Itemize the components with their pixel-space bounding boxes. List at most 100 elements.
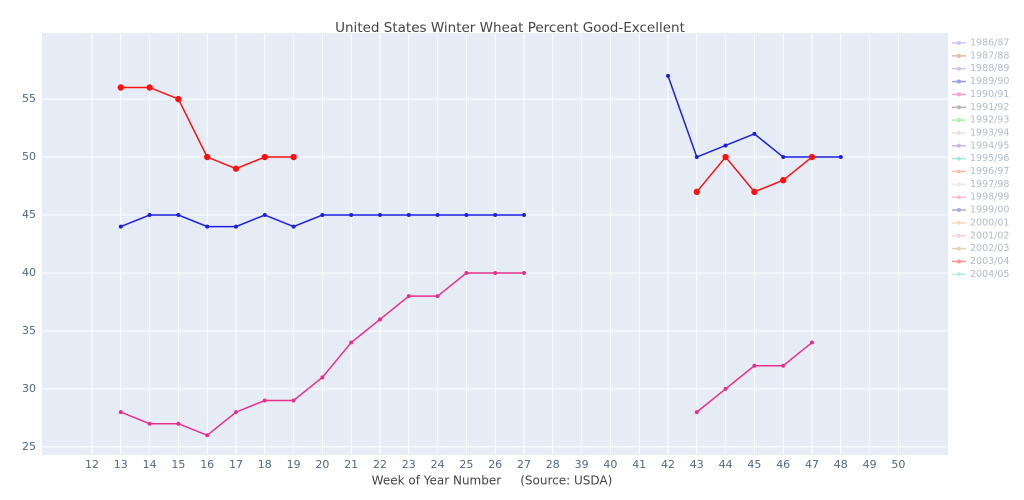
y-tick-label: 45 <box>22 208 36 221</box>
legend-label: 1997/98 <box>970 179 1009 190</box>
point <box>435 294 440 299</box>
point <box>752 363 757 368</box>
point <box>205 433 210 438</box>
x-tick-label: 43 <box>690 458 704 471</box>
legend-item: 1989/90 <box>952 76 1009 87</box>
point <box>290 153 297 161</box>
legend-label: 1993/94 <box>970 127 1009 138</box>
x-tick-label: 39 <box>575 458 589 471</box>
x-tick-label: 48 <box>834 458 848 471</box>
legend-marker <box>957 208 961 213</box>
point <box>666 73 670 78</box>
point <box>261 153 268 161</box>
legend-marker <box>957 195 961 200</box>
legend-marker <box>957 156 961 161</box>
legend-label: 1986/87 <box>970 38 1009 49</box>
x-tick-label: 45 <box>747 458 761 471</box>
legend-label: 1998/99 <box>970 192 1009 203</box>
legend-marker <box>957 259 961 264</box>
y-tick-label: 40 <box>22 266 36 279</box>
legend-label: 1995/96 <box>970 153 1009 164</box>
point <box>780 177 787 184</box>
legend-label: 2004/05 <box>970 269 1009 280</box>
point <box>262 213 267 218</box>
x-tick-label: 22 <box>373 458 387 471</box>
point <box>118 224 123 229</box>
legend-marker <box>957 53 961 58</box>
point <box>320 213 325 218</box>
point <box>406 213 411 218</box>
legend-marker <box>957 246 961 251</box>
legend-item: 1994/95 <box>952 140 1009 151</box>
point <box>722 153 729 161</box>
legend-label: 1991/92 <box>970 102 1009 113</box>
legend-marker <box>957 233 961 238</box>
legend-marker <box>957 220 961 225</box>
legend-item: 1999/00 <box>952 205 1009 216</box>
point <box>147 213 152 218</box>
x-tick-label: 41 <box>632 458 646 471</box>
point <box>694 410 699 415</box>
point <box>781 155 786 160</box>
point <box>117 84 125 91</box>
x-tick-label: 50 <box>891 458 905 471</box>
legend-item: 1992/93 <box>952 115 1009 126</box>
legend-label: 1994/95 <box>970 140 1009 151</box>
chart-title: United States Winter Wheat Percent Good-… <box>335 20 685 36</box>
point <box>694 155 699 160</box>
legend-label: 1996/97 <box>970 166 1009 177</box>
point <box>205 224 210 229</box>
legend-label: 2000/01 <box>970 217 1009 228</box>
legend-marker <box>957 169 961 174</box>
x-tick-label: 42 <box>661 458 675 471</box>
x-tick-label: 27 <box>517 458 531 471</box>
point <box>320 375 325 380</box>
x-tick-label: 14 <box>143 458 157 471</box>
point <box>378 317 382 322</box>
legend-marker <box>957 79 961 84</box>
point <box>234 410 238 415</box>
legend-item: 2002/03 <box>952 243 1009 254</box>
y-tick-label: 50 <box>22 150 36 163</box>
legend-item: 1993/94 <box>952 127 1009 138</box>
x-tick-label: 19 <box>287 458 301 471</box>
point <box>406 294 411 299</box>
x-tick-label: 12 <box>85 458 99 471</box>
legend-marker <box>957 118 961 123</box>
x-tick-label: 13 <box>114 458 128 471</box>
point <box>810 340 814 345</box>
legend-item: 1988/89 <box>952 63 1009 74</box>
point <box>752 131 757 136</box>
point <box>378 213 382 218</box>
point <box>175 95 182 103</box>
legend-item: 1990/91 <box>952 89 1009 100</box>
point <box>234 224 238 229</box>
point <box>464 270 469 275</box>
legend-marker <box>957 92 961 97</box>
legend-marker <box>957 66 961 71</box>
point <box>522 213 526 218</box>
x-tick-label: 17 <box>229 458 243 471</box>
point <box>808 153 816 161</box>
x-tick-label: 44 <box>719 458 733 471</box>
x-tick-label: 49 <box>863 458 877 471</box>
legend-item: 1997/98 <box>952 179 1009 190</box>
point <box>147 421 152 426</box>
legend-label: 1988/89 <box>970 63 1009 74</box>
x-tick-label: 16 <box>200 458 214 471</box>
legend-marker <box>957 182 961 187</box>
point <box>204 153 211 161</box>
x-tick-label: 23 <box>402 458 416 471</box>
x-tick-label: 18 <box>258 458 272 471</box>
point <box>751 188 758 196</box>
legend-marker <box>957 41 961 45</box>
point <box>693 188 700 196</box>
y-tick-label: 30 <box>22 382 36 395</box>
x-tick-label: 15 <box>171 458 185 471</box>
legend-label: 1992/93 <box>970 115 1009 126</box>
legend-marker <box>957 143 961 148</box>
legend-marker <box>957 272 961 277</box>
x-tick-label: 24 <box>431 458 445 471</box>
point <box>146 84 153 91</box>
x-tick-label: 40 <box>603 458 617 471</box>
